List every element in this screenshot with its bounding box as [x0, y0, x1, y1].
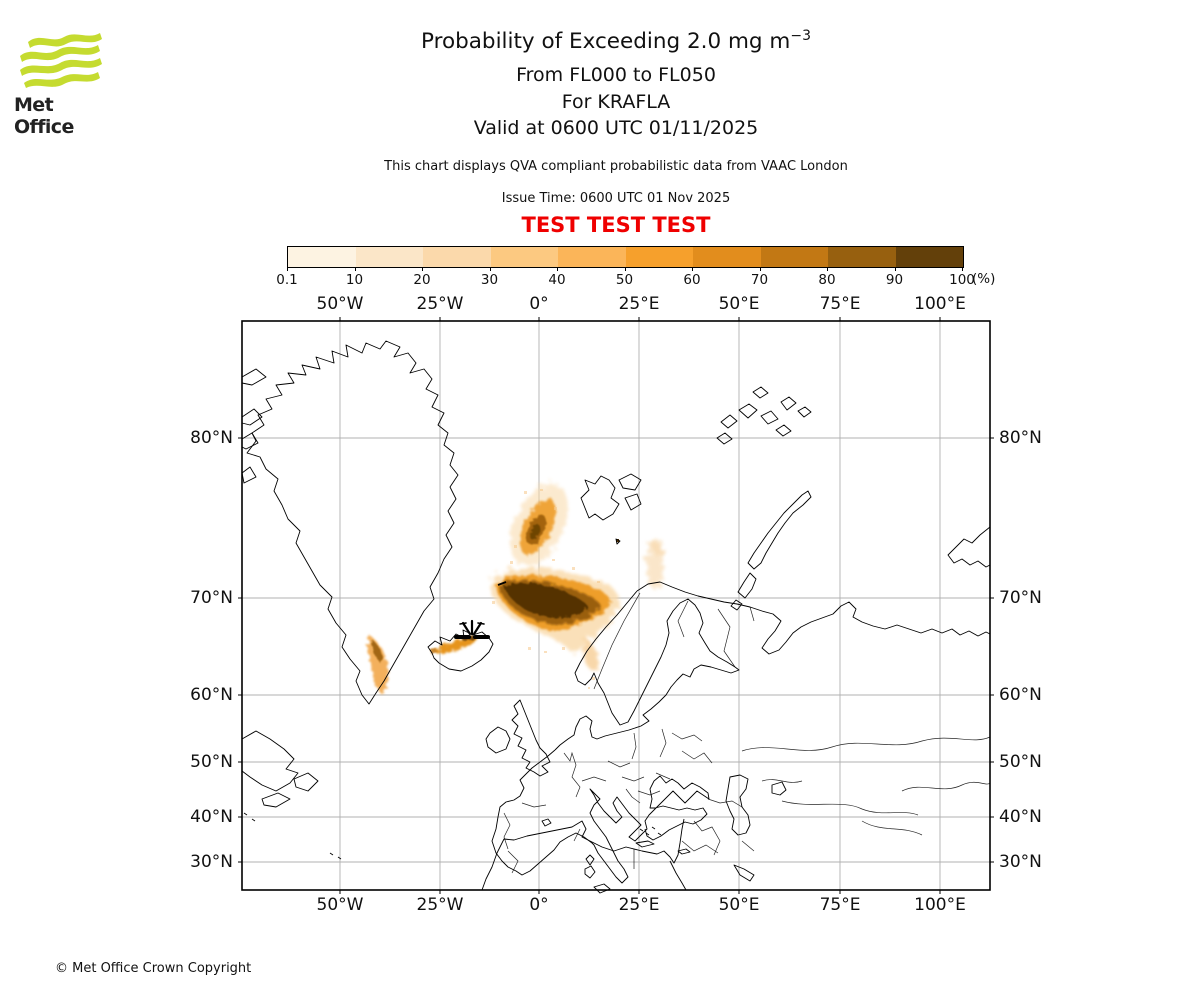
colorbar-segments: [287, 246, 964, 268]
axis-labels-top-label: 75°E: [819, 294, 861, 314]
colorbar-tick: [557, 267, 558, 271]
coastlines: [241, 340, 991, 894]
title-main: Probability of Exceeding 2.0 mg m: [420, 29, 791, 55]
axis-labels-right-label: 70°N: [999, 588, 1042, 608]
colorbar-segment: [490, 247, 558, 267]
colorbar-tick: [354, 267, 356, 271]
axis-labels-bottom-label: 25°W: [416, 895, 464, 915]
axis-labels-top-label: 25°W: [416, 294, 464, 314]
copyright-text: © Met Office Crown Copyright: [55, 961, 252, 976]
colorbar-segment: [760, 247, 828, 267]
subtitle-valid-time: Valid at 0600 UTC 01/11/2025: [473, 117, 759, 139]
axis-labels-left-label: 80°N: [190, 428, 233, 448]
axis-labels-bottom-label: 50°W: [316, 895, 364, 915]
colorbar-segment: [423, 247, 491, 267]
axis-labels-top-label: 25°E: [618, 294, 660, 314]
map-frame: [241, 320, 991, 891]
colorbar-segment: [288, 247, 356, 267]
met-office-logo: Met Office: [14, 28, 109, 138]
colorbar-tick-label: 30: [480, 272, 499, 288]
colorbar-ticklabels: 0.1 10 20 30 40 50 60 70 80 90 100: [276, 267, 975, 289]
colorbar-tick-label: 80: [818, 272, 836, 288]
axis-labels-right-label: 50°N: [999, 752, 1042, 772]
axis-labels-right-label: 30°N: [999, 852, 1042, 872]
volcano-marker-icon: [454, 619, 490, 639]
colorbar-segment: [625, 247, 693, 267]
met-office-waves-icon: [20, 33, 102, 88]
axis-labels-bottom-label: 100°E: [914, 895, 966, 915]
colorbar-tick: [287, 267, 288, 271]
axis-labels-bottom-label: 25°E: [618, 895, 660, 915]
colorbar-tick-label: 10: [345, 272, 364, 288]
colorbar-segment: [558, 247, 626, 267]
axis-labels-left-label: 40°N: [190, 807, 233, 827]
axis-labels-left-label: 60°N: [190, 685, 233, 705]
colorbar-unit: (%): [972, 271, 996, 287]
qva-note: This chart displays QVA compliant probab…: [384, 159, 848, 174]
axis-labels-bottom-label: 75°E: [819, 895, 861, 915]
colorbar-segment: [895, 247, 963, 267]
colorbar-tick-label: 40: [548, 272, 566, 288]
axis-labels-left-label: 50°N: [190, 752, 233, 772]
colorbar-tick-label: 70: [750, 272, 769, 288]
map-panel: [238, 317, 994, 894]
map-canvas: [238, 317, 994, 894]
colorbar-tick-label: 50: [615, 272, 634, 288]
axis-labels-right-label: 80°N: [999, 428, 1042, 448]
colorbar-tick: [759, 267, 761, 271]
colorbar-tick: [624, 267, 626, 271]
colorbar-tick: [894, 267, 896, 271]
subtitle-volcano: For KRAFLA: [561, 91, 671, 113]
colorbar-segment: [355, 247, 423, 267]
colorbar-tick-label: 0.1: [276, 272, 298, 288]
colorbar-tick: [692, 267, 693, 271]
axis-labels-top-label: 0°: [529, 294, 549, 314]
colorbar-tick: [422, 267, 423, 271]
met-office-logo-text: Met Office: [14, 94, 74, 138]
axis-labels-bottom-label: 0°: [529, 895, 549, 915]
colorbar-tick-label: 90: [885, 272, 904, 288]
axis-labels-right-label: 60°N: [999, 685, 1042, 705]
colorbar-tick: [962, 267, 963, 271]
axis-labels-left-label: 30°N: [190, 852, 233, 872]
axis-labels-top-label: 50°E: [718, 294, 760, 314]
colorbar-segment: [828, 247, 896, 267]
country-borders: [503, 592, 991, 874]
colorbar-tick-label: 20: [413, 272, 431, 288]
page-title: Probability of Exceeding 2.0 mg m−3: [32, 28, 1200, 54]
axis-labels-bottom-label: 50°E: [718, 895, 760, 915]
test-banner: TEST TEST TEST: [521, 213, 711, 237]
ash-probability-field: [367, 483, 664, 695]
subtitle-flight-levels: From FL000 to FL050: [516, 64, 716, 86]
colorbar-segment: [693, 247, 761, 267]
colorbar-tick: [489, 267, 491, 271]
colorbar-tick-label: 60: [683, 272, 701, 288]
issue-time: Issue Time: 0600 UTC 01 Nov 2025: [501, 191, 731, 206]
colorbar-tick: [827, 267, 828, 271]
axis-labels-right-label: 40°N: [999, 807, 1042, 827]
axis-labels-top-label: 100°E: [914, 294, 966, 314]
axis-labels-top-label: 50°W: [316, 294, 364, 314]
title-exponent: −3: [790, 28, 811, 44]
axis-labels-left-label: 70°N: [190, 588, 233, 608]
colorbar-tick-label: 100: [949, 272, 975, 288]
